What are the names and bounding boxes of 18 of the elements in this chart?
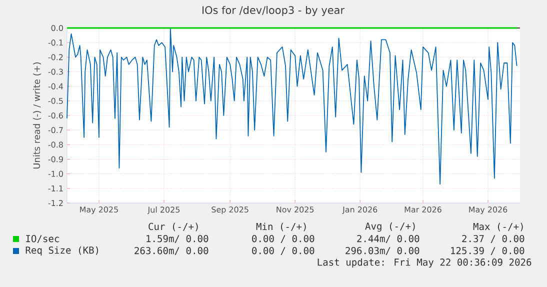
text: 2.37 / 0.00 — [462, 235, 524, 243]
text: Avg (-/+) — [365, 222, 415, 232]
text: Max (-/+) — [473, 222, 523, 232]
text: 263.60m/ 0.00 — [134, 247, 208, 255]
line-series — [66, 28, 518, 184]
chart-title: IOs for /dev/loop3 - by year — [202, 6, 345, 16]
text: Min (-/+) — [256, 222, 306, 232]
y-axis-title: Units read (-) / write (+) — [33, 62, 42, 169]
legend-label: IO/sec — [26, 235, 59, 243]
text: 125.39 / 0.00 — [451, 247, 524, 255]
text: Last update: Fri May 22 00:36:09 2026 — [318, 258, 532, 268]
text: 296.03m/ 0.00 — [346, 247, 420, 255]
text: 0.00 / 0.00 — [252, 247, 314, 255]
text: Cur (-/+) — [148, 222, 198, 232]
text: 1.59m/ 0.00 — [146, 235, 208, 243]
text: 2.44m/ 0.00 — [357, 235, 420, 243]
text: 0.00 / 0.00 — [252, 235, 314, 243]
legend-label: Req Size (KB) — [26, 246, 98, 256]
